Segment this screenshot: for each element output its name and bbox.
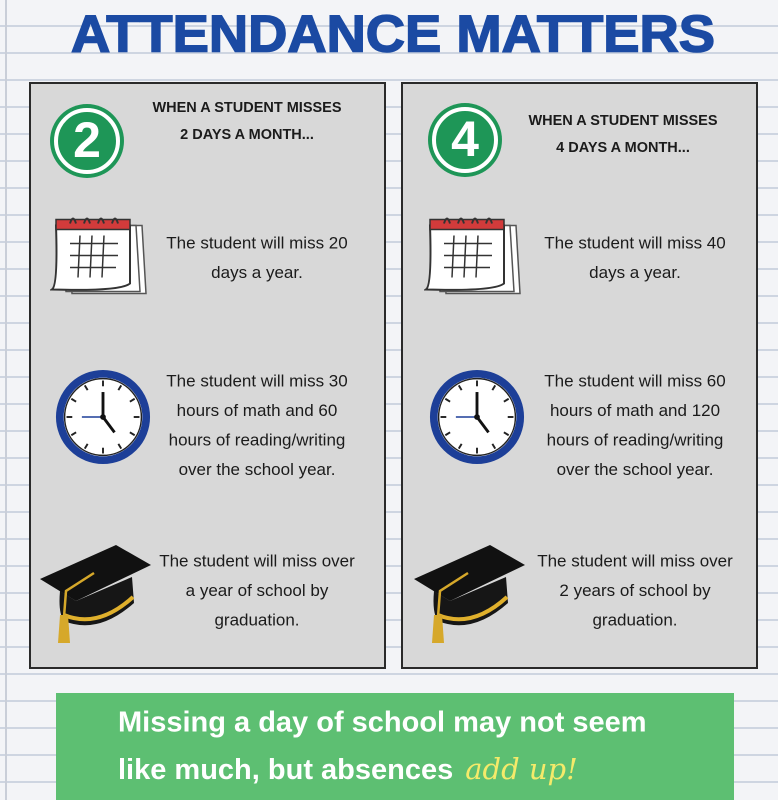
panel-heading: WHEN A STUDENT MISSES xyxy=(152,100,341,116)
badge-number: 4 xyxy=(451,111,479,167)
clock-icon xyxy=(60,374,146,460)
footer-banner xyxy=(56,693,734,800)
footer-highlight: add up! xyxy=(465,752,578,786)
badge-inner-ring xyxy=(54,108,120,174)
item-text: a year of school by xyxy=(186,581,329,600)
item-text: The student will miss 60 xyxy=(544,371,725,390)
badge-ring xyxy=(50,104,124,178)
item-text: hours of math and 60 xyxy=(177,401,338,420)
clock-icon xyxy=(434,374,520,460)
item-text: days a year. xyxy=(589,263,681,282)
item-text: over the school year. xyxy=(557,460,714,479)
badge-ring xyxy=(428,103,502,177)
panel-heading: 4 DAYS A MONTH... xyxy=(556,140,690,156)
item-text: days a year. xyxy=(211,263,303,282)
calendar-icon xyxy=(424,217,522,295)
panels: 2 WHEN A STUDENT MISSES 2 DAYS A MONTH... T… xyxy=(29,82,758,669)
item-text: The student will miss over xyxy=(159,551,355,570)
panel-heading: 2 DAYS A MONTH... xyxy=(180,127,314,143)
footer-text: like much, but absences xyxy=(118,754,453,786)
item-text: over the school year. xyxy=(179,460,336,479)
panel-heading: WHEN A STUDENT MISSES xyxy=(528,113,717,129)
item-text: graduation. xyxy=(214,610,299,629)
item-text: The student will miss over xyxy=(537,551,733,570)
panel: 4 WHEN A STUDENT MISSES 4 DAYS A MONTH... T… xyxy=(401,82,758,669)
item-text: 2 years of school by xyxy=(559,581,711,600)
item-text: The student will miss 40 xyxy=(544,233,725,252)
badge-inner-ring xyxy=(432,107,498,173)
item-text: hours of math and 120 xyxy=(550,401,720,420)
calendar-icon xyxy=(50,217,148,295)
item-text: The student will miss 20 xyxy=(166,233,347,252)
panel: 2 WHEN A STUDENT MISSES 2 DAYS A MONTH... T… xyxy=(29,82,386,669)
item-text: graduation. xyxy=(592,610,677,629)
badge-number: 2 xyxy=(73,112,101,168)
item-text: The student will miss 30 xyxy=(166,371,347,390)
item-text: hours of reading/writing xyxy=(169,430,346,449)
item-text: hours of reading/writing xyxy=(547,430,724,449)
poster-title: ATTENDANCE MATTERS xyxy=(71,6,715,64)
footer-line: Missing a day of school may not seem xyxy=(118,707,647,739)
footer-line: like much, but absences add up! xyxy=(118,752,578,786)
